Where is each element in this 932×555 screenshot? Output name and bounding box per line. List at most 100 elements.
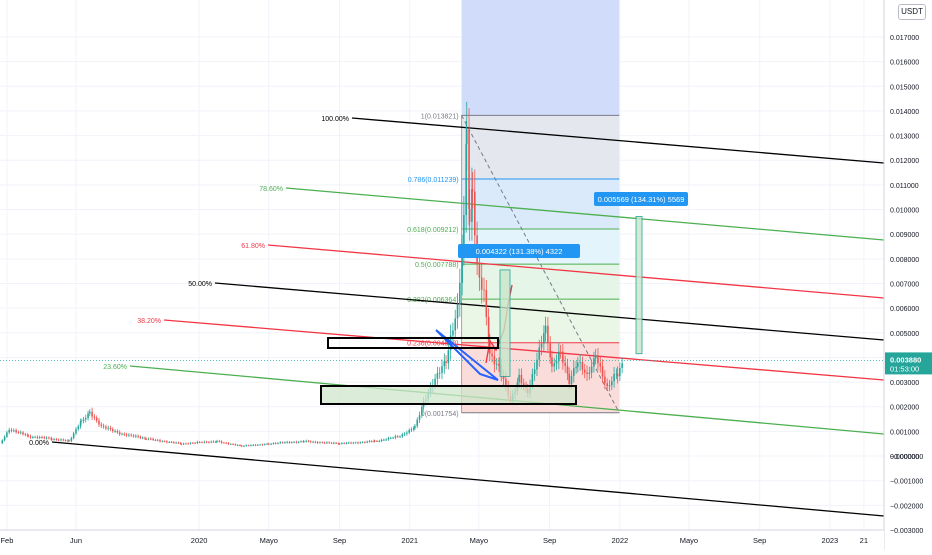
candle-body bbox=[354, 442, 357, 444]
candle-body bbox=[577, 362, 579, 367]
candle-body bbox=[461, 249, 463, 283]
candle-body bbox=[205, 441, 208, 443]
measure-range-1[interactable] bbox=[635, 216, 643, 355]
price-tick-16: 0.001000 bbox=[890, 429, 919, 436]
channel-line-0[interactable] bbox=[351, 117, 885, 164]
candle-body bbox=[376, 440, 378, 442]
channel-line-4[interactable] bbox=[163, 319, 885, 381]
candle-body bbox=[418, 415, 421, 420]
channel-line-1[interactable] bbox=[285, 187, 885, 241]
blue-arrow-drawing bbox=[435, 329, 499, 381]
channel-line-3[interactable] bbox=[214, 282, 885, 341]
candle-body bbox=[19, 432, 22, 434]
candle-body bbox=[3, 436, 6, 441]
measure-text-0: 0.004322 (131.38%) 4322 bbox=[476, 247, 563, 256]
candle-body bbox=[558, 351, 560, 362]
candle-body bbox=[98, 420, 100, 425]
fib-extension-band bbox=[461, 0, 620, 116]
candle-body bbox=[34, 436, 36, 438]
candle-body bbox=[123, 433, 126, 435]
candle-body bbox=[401, 434, 404, 437]
candle-body bbox=[182, 443, 185, 445]
candle-body bbox=[27, 435, 30, 437]
measure-tag-0 bbox=[458, 244, 580, 258]
candle-body bbox=[177, 442, 180, 444]
channel-label-4: 38.20% bbox=[137, 318, 161, 325]
candle-body bbox=[62, 439, 65, 441]
candle-body bbox=[468, 129, 470, 209]
currency-selector[interactable]: USDT bbox=[898, 4, 926, 20]
candle-body bbox=[279, 442, 282, 444]
candle-body bbox=[370, 441, 373, 443]
candle-body bbox=[147, 438, 150, 440]
fib-band-0 bbox=[461, 115, 620, 179]
resistance-box[interactable] bbox=[327, 337, 499, 349]
candle-body bbox=[471, 189, 473, 222]
candle-body bbox=[468, 208, 471, 222]
candle-body bbox=[173, 442, 175, 443]
candle-body bbox=[434, 378, 436, 386]
time-tick-7: Sep bbox=[543, 536, 556, 545]
candle-body bbox=[543, 333, 545, 344]
price-range-measures[interactable]: 0.004322 (131.38%) 4322 0.005569 (134.31%… bbox=[458, 192, 688, 377]
candle-body bbox=[229, 443, 232, 445]
candle-body bbox=[17, 432, 20, 433]
candle-body bbox=[531, 373, 534, 385]
candle-body bbox=[454, 318, 457, 331]
candle-body bbox=[68, 440, 70, 442]
support-resistance-zones[interactable] bbox=[320, 337, 577, 405]
candle-body bbox=[465, 129, 468, 144]
candle-body bbox=[483, 289, 485, 291]
candle-body bbox=[109, 427, 112, 430]
time-axis-bg bbox=[0, 530, 884, 550]
candle-body bbox=[218, 440, 221, 442]
candle-body bbox=[533, 369, 536, 374]
candle-body bbox=[562, 351, 564, 363]
candle-body bbox=[307, 440, 310, 442]
channel-line-2[interactable] bbox=[267, 244, 885, 299]
candle-body bbox=[57, 439, 60, 441]
support-box[interactable] bbox=[320, 385, 577, 405]
candle-body bbox=[621, 363, 623, 368]
candle-body bbox=[6, 432, 8, 437]
candle-body bbox=[357, 442, 359, 444]
candle-body bbox=[380, 439, 383, 442]
candle-body bbox=[82, 419, 85, 422]
candle-body bbox=[132, 435, 135, 437]
fib-channel-lines[interactable]: 100.00% 78.60% 61.80% 50.00% 38.20% 23.60% 0.0… bbox=[29, 116, 885, 517]
candle-body bbox=[1, 440, 4, 444]
candle-body bbox=[112, 429, 114, 432]
price-axis[interactable]: 0.017000 0.016000 0.015000 0.014000 0.013000… bbox=[883, 0, 932, 550]
candle-body bbox=[321, 442, 324, 444]
measure-range-0[interactable] bbox=[499, 269, 511, 377]
fib-level-label-4: 0.382(0.006364) bbox=[407, 297, 458, 304]
time-tick-3: Mayo bbox=[260, 536, 278, 545]
candle-body bbox=[319, 442, 321, 444]
candle-body bbox=[84, 418, 87, 420]
candle-body bbox=[581, 362, 584, 370]
candle-body bbox=[130, 434, 133, 436]
candle-body bbox=[312, 441, 314, 443]
fib-trend-diagonal bbox=[461, 115, 620, 414]
candle-body bbox=[579, 362, 581, 363]
candle-body bbox=[254, 444, 257, 446]
candle-body bbox=[216, 440, 218, 442]
measure-tag-1 bbox=[594, 192, 688, 206]
candle-body bbox=[121, 433, 123, 435]
candle-body bbox=[225, 442, 227, 444]
candle-body bbox=[350, 442, 352, 444]
candle-body bbox=[114, 430, 116, 432]
time-axis[interactable]: Feb Jun 2020 Mayo Sep 2021 Mayo Sep 2022 Mayo Sep 2… bbox=[0, 529, 884, 550]
channel-line-6[interactable] bbox=[51, 441, 885, 517]
candle-body bbox=[274, 443, 277, 444]
candle-body bbox=[495, 363, 498, 365]
candle-body bbox=[168, 441, 171, 443]
candle-body bbox=[67, 440, 69, 442]
candle-body bbox=[270, 443, 272, 445]
candle-body bbox=[465, 143, 467, 215]
candle-body bbox=[8, 429, 11, 433]
channel-label-0: 100.00% bbox=[321, 116, 349, 123]
candle-body bbox=[240, 445, 243, 447]
